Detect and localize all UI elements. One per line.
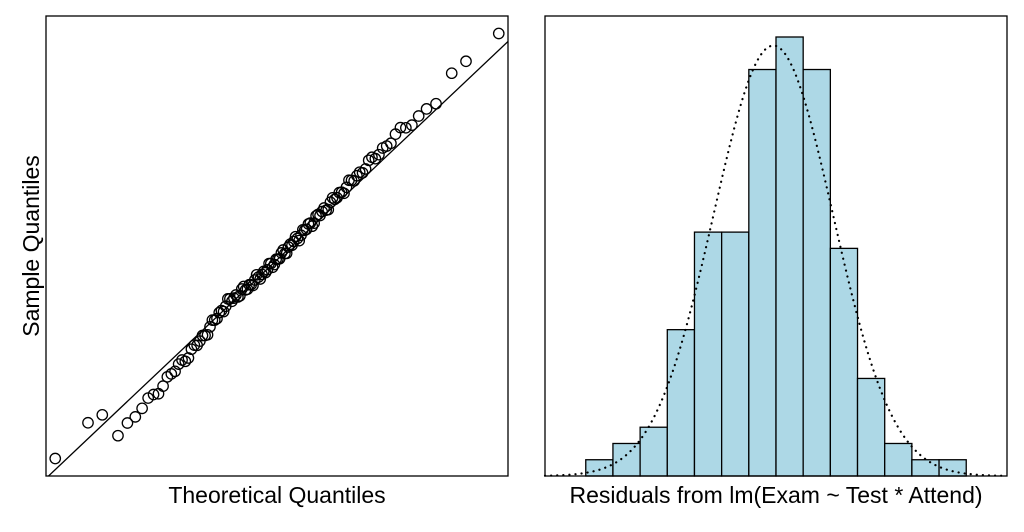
qq-point	[266, 261, 279, 274]
qq-point	[338, 187, 350, 200]
qq-y-axis-title: Sample Quantiles	[18, 155, 44, 337]
qq-point	[226, 295, 238, 308]
qq-point	[445, 67, 458, 80]
histogram-bar	[884, 442, 913, 477]
qq-point	[412, 110, 425, 122]
histogram-bar	[693, 231, 723, 477]
histogram-bar	[938, 459, 967, 477]
histogram-x-axis-title: Residuals from lm(Exam ~ Test * Attend)	[569, 482, 982, 508]
qq-point	[300, 223, 313, 236]
qq-point	[49, 452, 62, 465]
qq-point	[293, 234, 306, 247]
histogram-bar	[720, 231, 750, 477]
qq-point	[169, 365, 181, 378]
histogram-content	[543, 36, 1009, 477]
histogram-bar	[911, 459, 940, 477]
histogram-panel: Residuals from lm(Exam ~ Test * Attend)	[543, 15, 1009, 508]
histogram-bar	[829, 247, 859, 477]
qq-point	[248, 274, 261, 286]
histogram-bar	[585, 459, 614, 477]
qq-point	[121, 417, 134, 429]
qq-point	[369, 152, 382, 165]
qq-point	[400, 121, 412, 134]
histogram-bar	[639, 426, 668, 477]
qq-point	[304, 217, 317, 229]
qq-point	[406, 119, 418, 131]
qq-x-axis-title: Theoretical Quantiles	[168, 482, 385, 508]
qq-point	[291, 232, 304, 245]
qq-point	[460, 55, 472, 68]
qq-point	[420, 103, 433, 115]
qq-point	[492, 27, 505, 40]
qq-point	[430, 97, 442, 110]
qq-point	[287, 235, 300, 248]
histogram-frame	[544, 15, 1008, 477]
qq-point	[213, 306, 226, 319]
qq-point	[306, 220, 319, 233]
histogram-bar	[856, 377, 886, 477]
qq-point	[96, 408, 109, 421]
histogram-bar	[612, 442, 641, 477]
histogram-bar	[666, 329, 696, 477]
qq-point	[201, 328, 214, 341]
qq-plot-frame	[45, 15, 509, 477]
histogram-bar	[748, 68, 777, 477]
qq-point	[136, 402, 148, 415]
qq-point	[247, 279, 259, 292]
qq-point	[157, 380, 169, 392]
qq-point	[82, 416, 94, 429]
qq-point	[310, 210, 322, 222]
qq-point	[362, 154, 375, 167]
qq-plot-panel: Theoretical Quantiles Sample Quantiles	[18, 15, 509, 508]
qq-point	[394, 121, 407, 134]
qq-point	[172, 358, 185, 370]
normal-density-curve	[543, 44, 1009, 477]
qq-point	[356, 167, 369, 179]
qq-plot-content	[47, 27, 508, 476]
qq-point	[179, 355, 192, 368]
qq-point	[373, 148, 385, 161]
qq-point	[217, 305, 230, 318]
qq-point	[385, 137, 397, 150]
qq-point	[147, 388, 160, 401]
qq-point	[351, 169, 363, 182]
qq-point	[250, 268, 263, 281]
qq-point	[289, 230, 302, 243]
qq-point	[322, 203, 335, 216]
histogram-bar	[775, 36, 804, 477]
qq-point	[129, 411, 142, 423]
qq-point	[112, 429, 124, 442]
histogram-bar	[802, 68, 832, 477]
